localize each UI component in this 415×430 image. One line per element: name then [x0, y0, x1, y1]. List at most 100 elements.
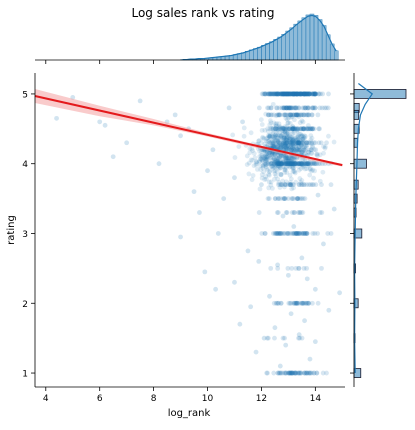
scatter-point	[236, 144, 241, 149]
scatter-point	[271, 92, 276, 97]
y-tick-label: 5	[22, 90, 28, 100]
scatter-point	[293, 180, 298, 185]
scatter-point	[273, 325, 278, 330]
scatter-point	[290, 114, 295, 119]
scatter-point	[295, 301, 300, 306]
chart-title: Log sales rank vs rating	[131, 6, 274, 20]
scatter-point	[284, 124, 289, 129]
x-tick-label: 8	[151, 394, 157, 404]
top-hist-bar	[306, 15, 310, 60]
scatter-point	[256, 139, 261, 144]
scatter-point	[270, 161, 275, 166]
top-marginal-histogram	[35, 14, 345, 64]
scatter-point	[318, 210, 323, 215]
scatter-point	[111, 154, 116, 159]
scatter-point	[288, 180, 293, 185]
scatter-point	[157, 161, 162, 166]
scatter-point	[301, 135, 306, 140]
top-hist-bar	[302, 18, 306, 60]
scatter-point	[310, 301, 315, 306]
scatter-point	[286, 159, 291, 164]
scatter-point	[320, 170, 325, 175]
x-tick-label: 4	[43, 394, 49, 404]
scatter-point	[263, 92, 268, 97]
y-tick-label: 2	[22, 300, 28, 310]
scatter-point	[284, 105, 289, 110]
scatter-point	[288, 141, 293, 146]
scatter-point	[270, 141, 275, 146]
scatter-point	[249, 147, 254, 152]
scatter-point	[314, 182, 319, 187]
scatter-point	[321, 151, 326, 156]
scatter-point	[289, 196, 294, 201]
scatter-point	[326, 92, 331, 97]
scatter-point	[233, 155, 238, 160]
scatter-point	[294, 266, 299, 271]
scatter-point	[281, 144, 286, 149]
scatter-point	[316, 126, 321, 131]
scatter-point	[307, 173, 312, 178]
x-tick-label: 12	[256, 394, 267, 404]
scatter-point	[242, 134, 247, 139]
scatter-point	[279, 301, 284, 306]
x-tick-label: 6	[97, 394, 103, 404]
y-axis-label: rating	[6, 215, 17, 245]
scatter-point	[310, 231, 315, 236]
scatter-point	[278, 185, 283, 190]
scatter-point	[313, 287, 318, 292]
scatter-point	[298, 138, 303, 143]
scatter-point	[291, 224, 296, 229]
y-tick-label: 4	[22, 160, 28, 170]
scatter-point	[272, 169, 277, 174]
scatter-point	[205, 168, 210, 173]
top-hist-bar	[253, 49, 257, 61]
scatter-point	[281, 138, 286, 143]
top-hist-bar	[334, 51, 338, 60]
scatter-point	[272, 156, 277, 161]
scatter-point	[242, 126, 247, 131]
scatter-point	[326, 134, 331, 139]
scatter-point	[227, 105, 232, 110]
scatter-point	[289, 311, 294, 316]
scatter-point	[268, 118, 273, 123]
scatter-point	[296, 231, 301, 236]
scatter-point	[300, 150, 305, 155]
scatter-point	[302, 266, 307, 271]
top-hist-bar	[274, 39, 278, 60]
scatter-point	[264, 177, 269, 182]
top-hist-bar	[261, 45, 265, 60]
scatter-point	[301, 231, 306, 236]
scatter-point	[275, 262, 280, 267]
top-hist-bar	[294, 24, 298, 60]
scatter-point	[259, 117, 264, 122]
top-hist-bar	[282, 34, 286, 60]
top-hist-bar	[314, 15, 318, 60]
right-marginal-histogram	[350, 73, 406, 387]
scatter-point	[192, 189, 197, 194]
top-hist-bar	[290, 28, 294, 60]
right-hist-bar	[354, 159, 366, 168]
scatter-point	[321, 371, 326, 376]
scatter-point	[247, 161, 252, 166]
scatter-point	[316, 193, 321, 198]
x-tick-label: 10	[202, 394, 214, 404]
y-tick-label: 1	[22, 370, 28, 380]
scatter-point	[266, 185, 271, 190]
scatter-point	[271, 102, 276, 107]
scatter-point	[280, 371, 285, 376]
scatter-point	[318, 179, 323, 184]
scatter-point	[309, 151, 314, 156]
right-hist-bar	[354, 89, 406, 98]
scatter-point	[232, 175, 237, 180]
scatter-point	[329, 231, 334, 236]
scatter-point	[54, 116, 59, 121]
scatter-point	[326, 308, 331, 313]
top-hist-bar	[265, 43, 269, 60]
scatter-point	[259, 182, 264, 187]
scatter-point	[297, 332, 302, 337]
scatter-point	[290, 165, 295, 170]
scatter-point	[285, 131, 290, 136]
scatter-point	[307, 182, 312, 187]
scatter-point	[306, 112, 311, 117]
